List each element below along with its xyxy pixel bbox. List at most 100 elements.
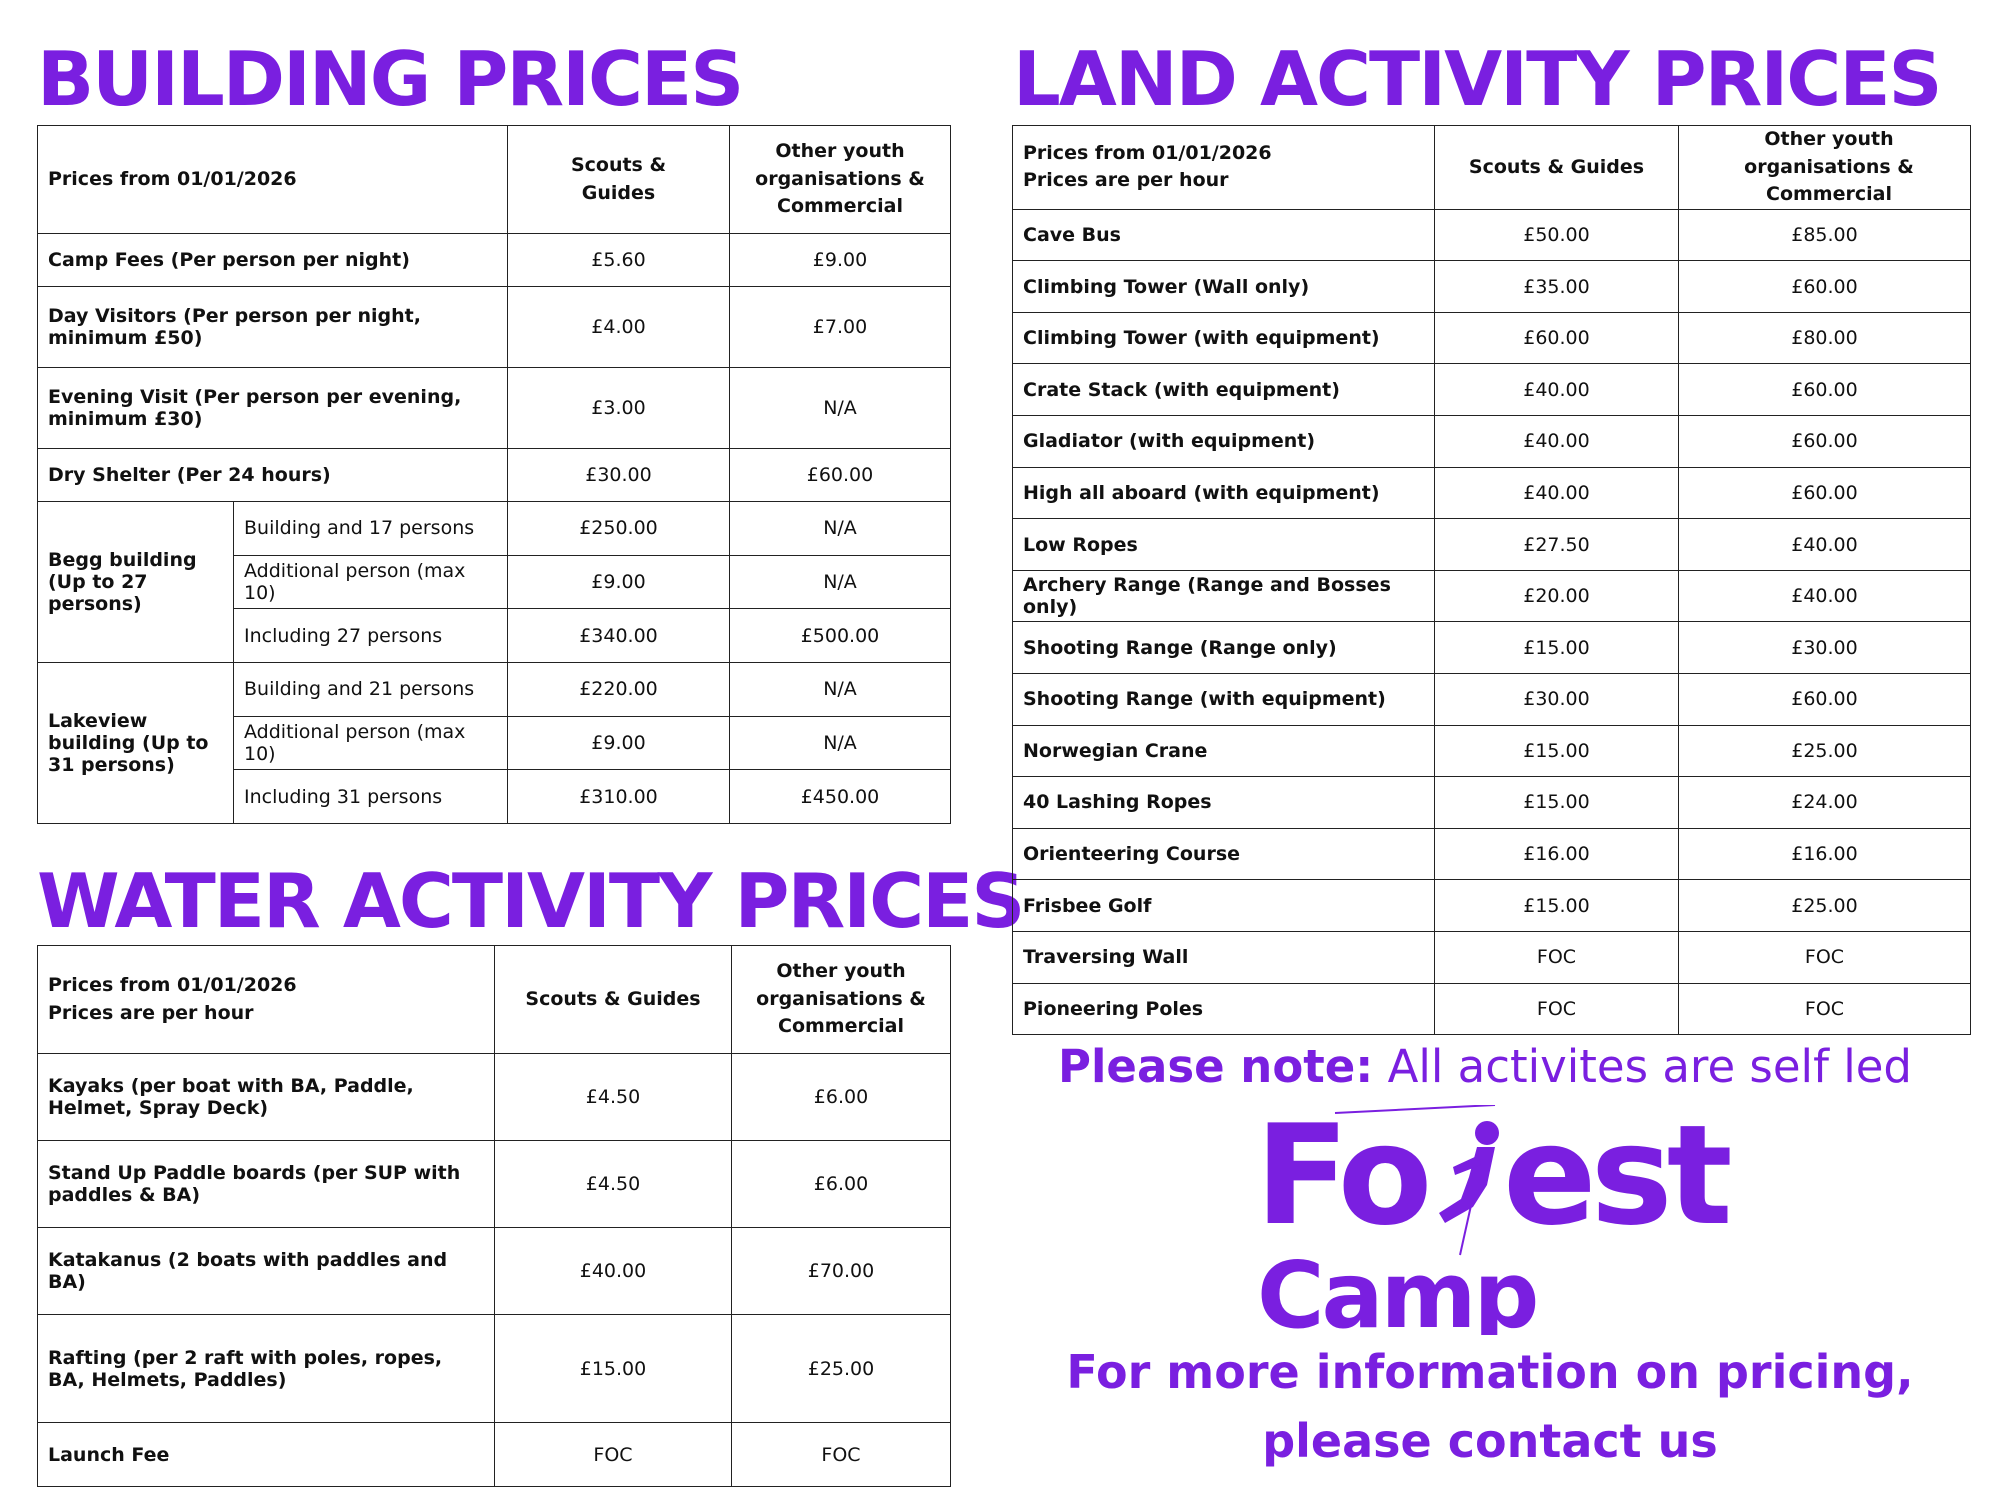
table-row: Archery Range (Range and Bosses only) £20… [1012,569,1971,623]
price-other: £40.00 [1678,518,1971,571]
price-other: £25.00 [1678,724,1971,778]
table-row: Kayaks (per boat with BA, Paddle, Helmet… [37,1053,951,1141]
row-label: Dry Shelter (Per 24 hours) [37,448,508,502]
table-row: Gladiator (with equipment) £40.00 £60.00 [1012,415,1971,468]
price-scouts: £60.00 [1434,311,1679,365]
logo-text-est: est [1503,1105,1730,1256]
table-row: Low Ropes £27.50 £40.00 [1012,518,1971,571]
row-label: Rafting (per 2 raft with poles, ropes, B… [37,1314,495,1423]
table-row: Begg building (Up to 27 persons) Building… [37,500,951,664]
price-other: £60.00 [729,448,951,502]
price-other: £80.00 [1678,311,1971,365]
row-label: Gladiator (with equipment) [1012,415,1435,468]
price-other: £450.00 [729,769,951,825]
price-other: £60.00 [1678,260,1971,313]
table-row: Camp Fees (Per person per night) £5.60 £9.… [37,233,951,287]
price-other: £6.00 [731,1053,951,1141]
land-header-other: Other youth organisations & Commercial [1678,125,1971,210]
price-other: £40.00 [1678,569,1971,623]
row-label: Climbing Tower (with equipment) [1012,311,1435,365]
price-other: FOC [731,1422,951,1487]
forest-camp-logo: Fo est Camp [1255,1105,1735,1335]
price-other: £60.00 [1678,415,1971,468]
row-sublabel: Building and 21 persons [233,662,508,717]
row-label: Crate Stack (with equipment) [1012,363,1435,417]
price-scouts: £4.00 [507,286,730,368]
price-scouts: £30.00 [507,448,730,502]
row-label: Camp Fees (Per person per night) [37,233,508,287]
price-scouts: FOC [1434,982,1679,1036]
row-sublabel: Additional person (max 10) [233,715,508,771]
price-scouts: £40.00 [1434,363,1679,417]
price-scouts: £16.00 [1434,827,1679,881]
water-header-label: Prices from 01/01/2026 Prices are per hou… [37,945,495,1054]
price-other: £60.00 [1678,672,1971,726]
row-label: Archery Range (Range and Bosses only) [1012,569,1435,623]
table-row: Traversing Wall FOC FOC [1012,930,1971,984]
row-label: Low Ropes [1012,518,1435,571]
price-other: £25.00 [1678,879,1971,932]
row-label: Traversing Wall [1012,930,1435,984]
contact-message: For more information on pricing, please … [1066,1345,1914,1468]
row-label: Pioneering Poles [1012,982,1435,1036]
table-row: Day Visitors (Per person per night, mini… [37,286,951,368]
price-scouts: £4.50 [494,1053,732,1141]
table-row: Stand Up Paddle boards (per SUP with pad… [37,1140,951,1228]
building-header-scouts: Scouts & Guides [507,125,730,234]
table-row: Pioneering Poles FOC FOC [1012,982,1971,1036]
price-scouts: £20.00 [1434,569,1679,623]
price-other: N/A [729,554,951,610]
price-scouts: £4.50 [494,1140,732,1228]
water-price-table: Prices from 01/01/2026 Prices are per hou… [37,945,951,1487]
land-title: LAND ACTIVITY PRICES [1013,35,1943,123]
price-scouts: £50.00 [1434,208,1679,262]
row-sublabel: Including 27 persons [233,608,508,664]
table-row: Lakeview building (Up to 31 persons) Buil… [37,662,951,825]
price-other: £6.00 [731,1140,951,1228]
price-scouts: £30.00 [1434,672,1679,726]
table-row: Additional person (max 10) £9.00 N/A [38,554,951,610]
row-sublabel: Including 31 persons [233,769,508,825]
row-label: Stand Up Paddle boards (per SUP with pad… [37,1140,495,1228]
price-scouts: £9.00 [507,715,730,771]
price-scouts: £40.00 [1434,415,1679,468]
building-group-label: Begg building (Up to 27 persons) [37,500,234,664]
water-title: WATER ACTIVITY PRICES [37,857,1025,945]
building-header-other: Other youth organisations & Commercial [729,125,951,234]
table-row: Launch Fee FOC FOC [37,1422,951,1487]
price-scouts: £27.50 [1434,518,1679,571]
row-label: High all aboard (with equipment) [1012,466,1435,520]
table-row: Frisbee Golf £15.00 £25.00 [1012,879,1971,932]
price-other: £60.00 [1678,466,1971,520]
price-other: £25.00 [731,1314,951,1423]
table-row: Climbing Tower (with equipment) £60.00 £80… [1012,311,1971,365]
table-row: Evening Visit (Per person per evening, m… [37,367,951,449]
price-scouts: £40.00 [1434,466,1679,520]
row-sublabel: Building and 17 persons [233,501,508,556]
building-header-label: Prices from 01/01/2026 [37,125,508,234]
price-scouts: £15.00 [1434,879,1679,932]
table-row: Shooting Range (Range only) £15.00 £30.00 [1012,621,1971,674]
table-row: Shooting Range (with equipment) £30.00 £60… [1012,672,1971,726]
table-row: Including 31 persons £310.00 £450.00 [38,769,951,825]
price-other: £85.00 [1678,208,1971,262]
price-other: FOC [1678,982,1971,1036]
price-other: N/A [729,662,951,717]
price-scouts: £9.00 [507,554,730,610]
price-scouts: £340.00 [507,608,730,664]
price-scouts: £15.00 [1434,724,1679,778]
table-row: Katakanus (2 boats with paddles and BA) £… [37,1227,951,1315]
table-row: Including 27 persons £340.00 £500.00 [38,608,951,664]
logo-text-fo: Fo [1255,1105,1427,1256]
land-header-label: Prices from 01/01/2026 Prices are per hou… [1012,125,1435,210]
land-header-scouts: Scouts & Guides [1434,125,1679,210]
row-label: Katakanus (2 boats with paddles and BA) [37,1227,495,1315]
price-other: £24.00 [1678,776,1971,829]
price-scouts: FOC [494,1422,732,1487]
price-scouts: FOC [1434,930,1679,984]
table-row: Additional person (max 10) £9.00 N/A [38,715,951,771]
price-other: £7.00 [729,286,951,368]
price-scouts: £15.00 [494,1314,732,1423]
price-other: £60.00 [1678,363,1971,417]
row-label: Norwegian Crane [1012,724,1435,778]
